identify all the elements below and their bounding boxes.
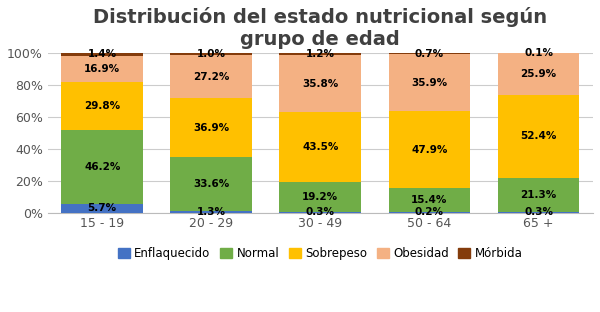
- Bar: [61, 82, 143, 130]
- Text: 1.3%: 1.3%: [197, 207, 226, 217]
- Text: 47.9%: 47.9%: [411, 144, 448, 154]
- Bar: [280, 55, 361, 112]
- Text: 25.9%: 25.9%: [520, 69, 557, 79]
- Text: 29.8%: 29.8%: [84, 101, 120, 111]
- Bar: [389, 188, 470, 212]
- Bar: [280, 182, 361, 212]
- Text: 0.3%: 0.3%: [306, 207, 335, 217]
- Text: 15.4%: 15.4%: [411, 195, 448, 205]
- Bar: [170, 55, 252, 98]
- Bar: [389, 53, 470, 54]
- Text: 21.3%: 21.3%: [520, 190, 557, 200]
- Legend: Enflaquecido, Normal, Sobrepeso, Obesidad, Mórbida: Enflaquecido, Normal, Sobrepeso, Obesida…: [113, 242, 527, 265]
- Text: 0.7%: 0.7%: [415, 49, 444, 59]
- Text: 35.9%: 35.9%: [412, 78, 448, 88]
- Text: 46.2%: 46.2%: [84, 162, 121, 172]
- Bar: [497, 178, 580, 212]
- Text: 1.2%: 1.2%: [306, 49, 335, 59]
- Text: 0.2%: 0.2%: [415, 207, 444, 217]
- Bar: [389, 54, 470, 111]
- Bar: [280, 53, 361, 55]
- Bar: [170, 53, 252, 55]
- Text: 27.2%: 27.2%: [193, 71, 229, 81]
- Bar: [61, 130, 143, 203]
- Bar: [170, 211, 252, 212]
- Text: 0.3%: 0.3%: [524, 207, 553, 217]
- Bar: [389, 111, 470, 188]
- Text: 16.9%: 16.9%: [84, 64, 120, 74]
- Bar: [170, 98, 252, 157]
- Text: 5.7%: 5.7%: [88, 203, 117, 213]
- Bar: [61, 53, 143, 56]
- Bar: [280, 112, 361, 182]
- Text: 36.9%: 36.9%: [193, 123, 229, 133]
- Bar: [61, 203, 143, 212]
- Title: Distribución del estado nutricional según
grupo de edad: Distribución del estado nutricional segú…: [94, 7, 547, 49]
- Text: 1.4%: 1.4%: [88, 49, 117, 59]
- Bar: [61, 56, 143, 82]
- Text: 1.0%: 1.0%: [197, 49, 226, 59]
- Text: 19.2%: 19.2%: [302, 192, 338, 202]
- Bar: [497, 53, 580, 95]
- Text: 43.5%: 43.5%: [302, 142, 338, 152]
- Text: 0.1%: 0.1%: [524, 48, 553, 58]
- Text: 33.6%: 33.6%: [193, 179, 229, 189]
- Text: 52.4%: 52.4%: [520, 131, 557, 141]
- Text: 35.8%: 35.8%: [302, 79, 338, 89]
- Bar: [170, 157, 252, 211]
- Bar: [497, 95, 580, 178]
